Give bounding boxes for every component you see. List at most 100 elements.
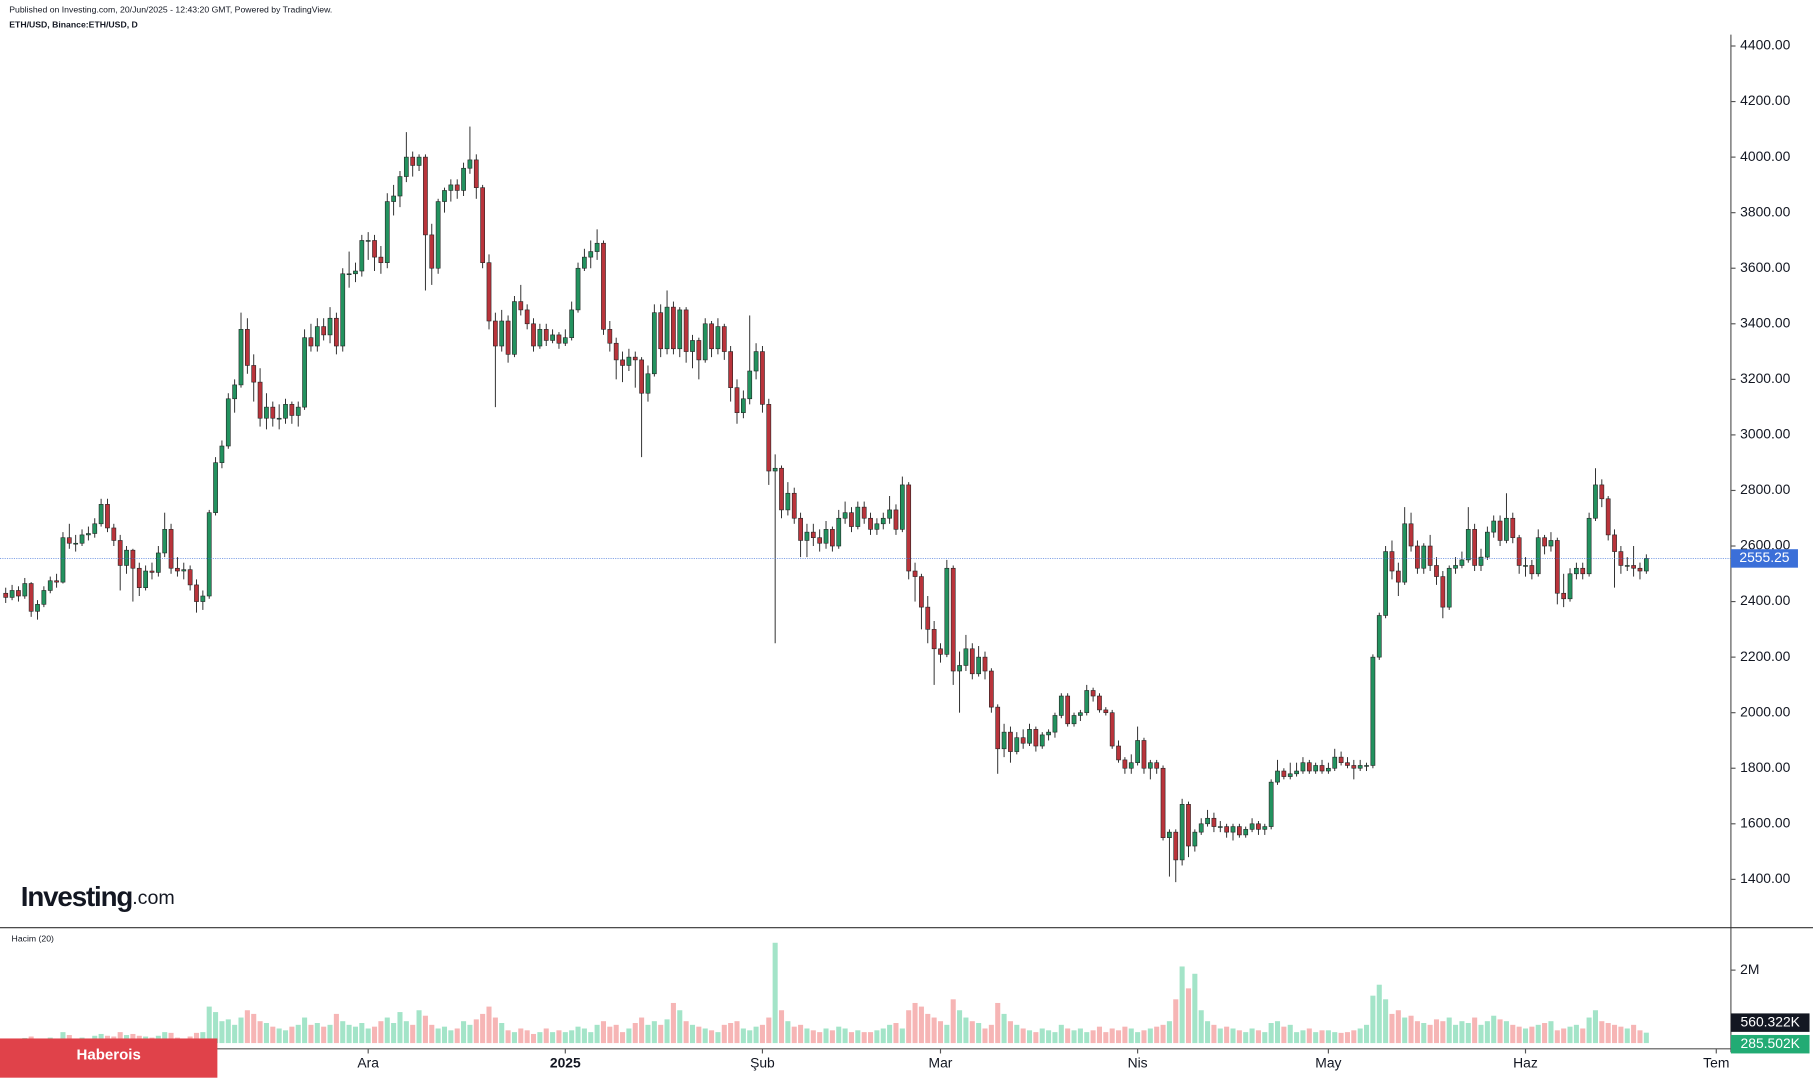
candle-body bbox=[696, 340, 702, 361]
logo: Investing.com bbox=[21, 881, 175, 912]
volume-bar bbox=[1090, 1030, 1096, 1044]
volume-bar bbox=[1052, 1032, 1058, 1044]
volume-bar bbox=[995, 1002, 1001, 1044]
y-tick-label: 4200.00 bbox=[1740, 92, 1790, 108]
candle-body bbox=[1275, 770, 1280, 783]
volume-bar bbox=[747, 1030, 753, 1044]
volume-bar bbox=[664, 1019, 670, 1044]
candle-body bbox=[54, 580, 59, 583]
volume-bar bbox=[1427, 1024, 1433, 1044]
candle-body bbox=[1154, 762, 1160, 769]
candle-body bbox=[175, 567, 180, 572]
candle-body bbox=[60, 537, 66, 583]
candle-body bbox=[1542, 537, 1547, 547]
volume-bar bbox=[689, 1024, 696, 1044]
candle-body bbox=[232, 384, 238, 400]
volume-bar bbox=[1605, 1023, 1611, 1044]
candle-body bbox=[817, 537, 823, 544]
volume-bar bbox=[1154, 1026, 1160, 1044]
volume-bar bbox=[1198, 1010, 1204, 1044]
volume-bar bbox=[1306, 1028, 1312, 1044]
candle-body bbox=[1135, 740, 1140, 763]
volume-bar bbox=[1173, 999, 1179, 1044]
volume-bar bbox=[365, 1028, 371, 1044]
volume-bar bbox=[1122, 1026, 1128, 1044]
volume-bar bbox=[302, 1017, 308, 1044]
volume-bar bbox=[454, 1028, 460, 1044]
volume-bar bbox=[1249, 1028, 1255, 1044]
candle-body bbox=[791, 492, 797, 519]
volume-bar bbox=[982, 1028, 988, 1044]
candle-body bbox=[683, 309, 689, 352]
candle-body bbox=[365, 240, 371, 242]
logo-brand: Investing bbox=[21, 881, 133, 912]
volume-bar bbox=[658, 1024, 664, 1044]
y-tick-label: 2800.00 bbox=[1740, 481, 1790, 497]
candle-body bbox=[906, 484, 912, 572]
volume-bar bbox=[429, 1024, 435, 1044]
candle-body bbox=[1033, 729, 1039, 747]
volume-bar bbox=[1612, 1024, 1618, 1044]
volume-bar bbox=[219, 1021, 225, 1044]
volume-bar bbox=[696, 1026, 702, 1044]
candle-body bbox=[442, 190, 447, 202]
volume-bar bbox=[530, 1033, 537, 1044]
candle-body bbox=[1631, 565, 1636, 569]
candle-body bbox=[1052, 715, 1058, 733]
volume-bar bbox=[988, 1024, 994, 1044]
candle-body bbox=[1039, 734, 1045, 747]
candle-body bbox=[1427, 545, 1433, 566]
candle-body bbox=[1574, 567, 1579, 575]
candle-body bbox=[66, 537, 72, 544]
volume-bar bbox=[1211, 1024, 1217, 1044]
caption: Published on Investing.com, 20/Jun/2025 … bbox=[9, 5, 332, 15]
volume-bar bbox=[1554, 1030, 1560, 1044]
volume-bar bbox=[1325, 1030, 1331, 1044]
candle-body bbox=[1523, 565, 1528, 567]
candle-body bbox=[124, 549, 129, 566]
candle-body bbox=[823, 529, 829, 544]
watermark-box bbox=[0, 1038, 218, 1078]
volume-bar bbox=[1001, 1013, 1007, 1044]
volume-bar bbox=[1510, 1024, 1516, 1044]
candle-body bbox=[1478, 556, 1484, 566]
volume-bar bbox=[937, 1021, 944, 1044]
volume-bar bbox=[346, 1024, 352, 1044]
candle-body bbox=[588, 251, 594, 258]
volume-bar bbox=[244, 1010, 250, 1044]
candle-body bbox=[1624, 565, 1630, 567]
volume-bar bbox=[537, 1032, 543, 1044]
volume-bar bbox=[1065, 1028, 1071, 1044]
candle-body bbox=[327, 317, 333, 336]
candle-body bbox=[728, 351, 733, 388]
candle-body bbox=[1065, 695, 1071, 725]
candle-body bbox=[1192, 831, 1198, 847]
candle-body bbox=[613, 342, 619, 361]
candle-body bbox=[1326, 767, 1331, 772]
candle-body bbox=[1173, 831, 1179, 861]
candle-body bbox=[1268, 781, 1274, 827]
candle-body bbox=[143, 570, 148, 588]
candle-body bbox=[1605, 498, 1611, 536]
candle-body bbox=[136, 567, 142, 588]
candle-body bbox=[194, 584, 199, 602]
candle-body bbox=[257, 381, 263, 419]
volume-bar bbox=[1351, 1030, 1357, 1044]
volume-bar bbox=[238, 1017, 244, 1044]
volume-bar bbox=[1389, 1013, 1395, 1044]
candle-body bbox=[1097, 695, 1102, 711]
volume-bar bbox=[550, 1032, 556, 1044]
volume-bar bbox=[1472, 1017, 1478, 1044]
candle-body bbox=[880, 517, 886, 525]
candle-body bbox=[1020, 737, 1026, 744]
candle-body bbox=[22, 583, 28, 597]
candle-body bbox=[493, 320, 498, 347]
volume-bar bbox=[1007, 1021, 1013, 1044]
volume-bar bbox=[836, 1026, 842, 1044]
candle-body bbox=[346, 273, 352, 275]
volume-bar bbox=[957, 1010, 963, 1044]
candle-body bbox=[944, 567, 950, 655]
volume-bar bbox=[168, 1032, 174, 1044]
volume-bar bbox=[1294, 1032, 1300, 1044]
